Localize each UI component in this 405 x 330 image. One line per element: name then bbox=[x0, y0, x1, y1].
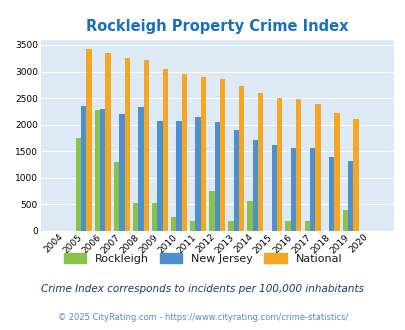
Bar bbox=[76, 138, 81, 231]
Bar bbox=[239, 86, 244, 231]
Bar bbox=[304, 221, 309, 231]
Legend: Rockleigh, New Jersey, National: Rockleigh, New Jersey, National bbox=[60, 250, 345, 267]
Bar bbox=[252, 140, 258, 231]
Bar bbox=[119, 114, 124, 231]
Bar bbox=[271, 146, 276, 231]
Bar bbox=[94, 110, 100, 231]
Bar bbox=[181, 74, 187, 231]
Bar bbox=[105, 53, 111, 231]
Bar bbox=[124, 58, 130, 231]
Bar bbox=[247, 201, 252, 231]
Bar bbox=[352, 119, 358, 231]
Bar bbox=[276, 98, 282, 231]
Bar bbox=[157, 121, 162, 231]
Bar bbox=[100, 109, 105, 231]
Bar bbox=[220, 79, 225, 231]
Bar bbox=[295, 99, 301, 231]
Bar bbox=[190, 221, 195, 231]
Bar bbox=[342, 210, 347, 231]
Bar bbox=[162, 69, 168, 231]
Bar bbox=[151, 203, 157, 231]
Bar bbox=[138, 107, 143, 231]
Bar bbox=[309, 148, 314, 231]
Bar bbox=[290, 148, 295, 231]
Bar bbox=[176, 121, 181, 231]
Bar bbox=[333, 113, 339, 231]
Bar bbox=[209, 191, 214, 231]
Bar bbox=[347, 161, 352, 231]
Text: © 2025 CityRating.com - https://www.cityrating.com/crime-statistics/: © 2025 CityRating.com - https://www.city… bbox=[58, 313, 347, 322]
Bar bbox=[81, 106, 86, 231]
Bar bbox=[143, 60, 149, 231]
Bar bbox=[228, 221, 233, 231]
Bar bbox=[132, 203, 138, 231]
Bar bbox=[200, 77, 206, 231]
Bar bbox=[214, 122, 220, 231]
Bar bbox=[285, 221, 290, 231]
Bar bbox=[86, 49, 92, 231]
Text: Crime Index corresponds to incidents per 100,000 inhabitants: Crime Index corresponds to incidents per… bbox=[41, 284, 364, 294]
Bar bbox=[258, 93, 263, 231]
Bar bbox=[171, 216, 176, 231]
Bar bbox=[328, 156, 333, 231]
Title: Rockleigh Property Crime Index: Rockleigh Property Crime Index bbox=[86, 19, 347, 34]
Bar bbox=[113, 162, 119, 231]
Bar bbox=[233, 130, 239, 231]
Bar bbox=[314, 105, 320, 231]
Bar bbox=[195, 117, 200, 231]
